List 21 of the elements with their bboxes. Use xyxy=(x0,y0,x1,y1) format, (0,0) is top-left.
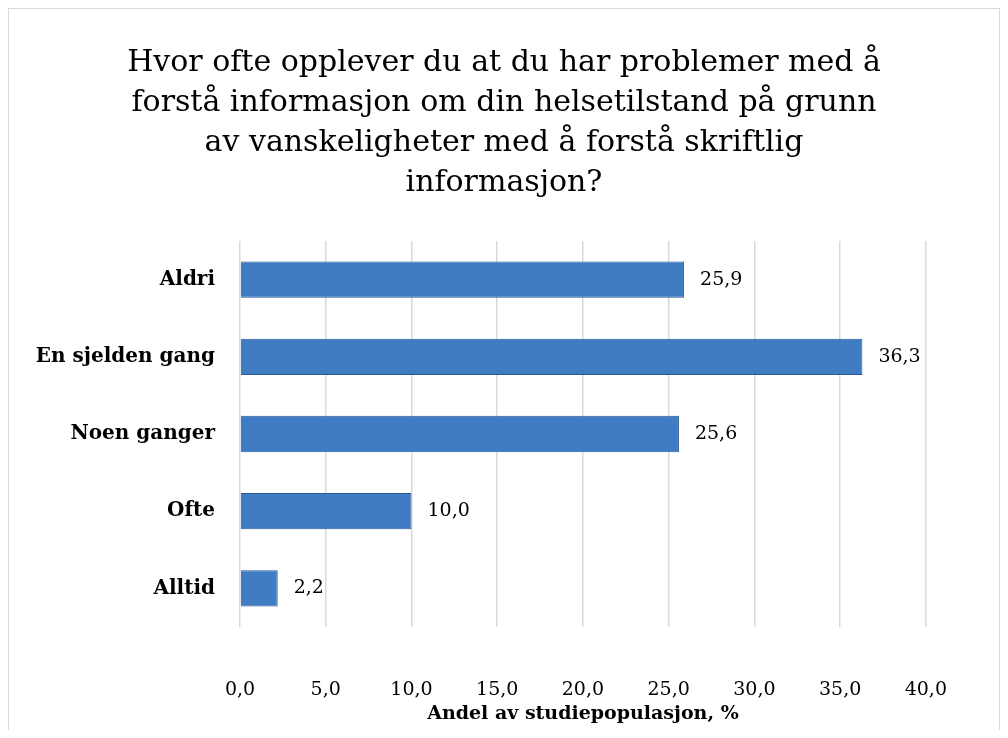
chart-title: Hvor ofte opplever du at du har problemer med å forstå informasjon om din helsetilstand på grunn av vanskeligheter med å forstå skriftlig informasjon? xyxy=(126,42,882,200)
data-label: 36,3 xyxy=(878,343,921,366)
x-tick-label: 15,0 xyxy=(476,677,519,700)
x-tick-label: 40,0 xyxy=(904,677,947,700)
data-label: 10,0 xyxy=(427,498,470,521)
y-tick-label: Aldri xyxy=(158,265,216,290)
x-tick-label: 25,0 xyxy=(647,677,690,700)
y-tick-label: Noen ganger xyxy=(70,420,216,445)
y-tick-label: Alltid xyxy=(152,574,215,599)
x-tick-label: 10,0 xyxy=(390,677,433,700)
y-tick-label: En sjelden gang xyxy=(35,343,216,367)
x-tick-label: 35,0 xyxy=(818,677,862,700)
data-label: 25,6 xyxy=(694,420,738,443)
data-label: 25,9 xyxy=(700,266,743,289)
x-tick-label: 20,0 xyxy=(561,677,605,700)
x-tick-label: 30,0 xyxy=(733,677,776,700)
y-tick-label: Ofte xyxy=(167,497,215,522)
data-label: 2,2 xyxy=(293,575,324,598)
x-axis-title: Andel av studiepopulasjon, % xyxy=(426,700,739,723)
x-tick-label: 0,0 xyxy=(224,677,256,700)
x-tick-label: 5,0 xyxy=(310,677,341,700)
